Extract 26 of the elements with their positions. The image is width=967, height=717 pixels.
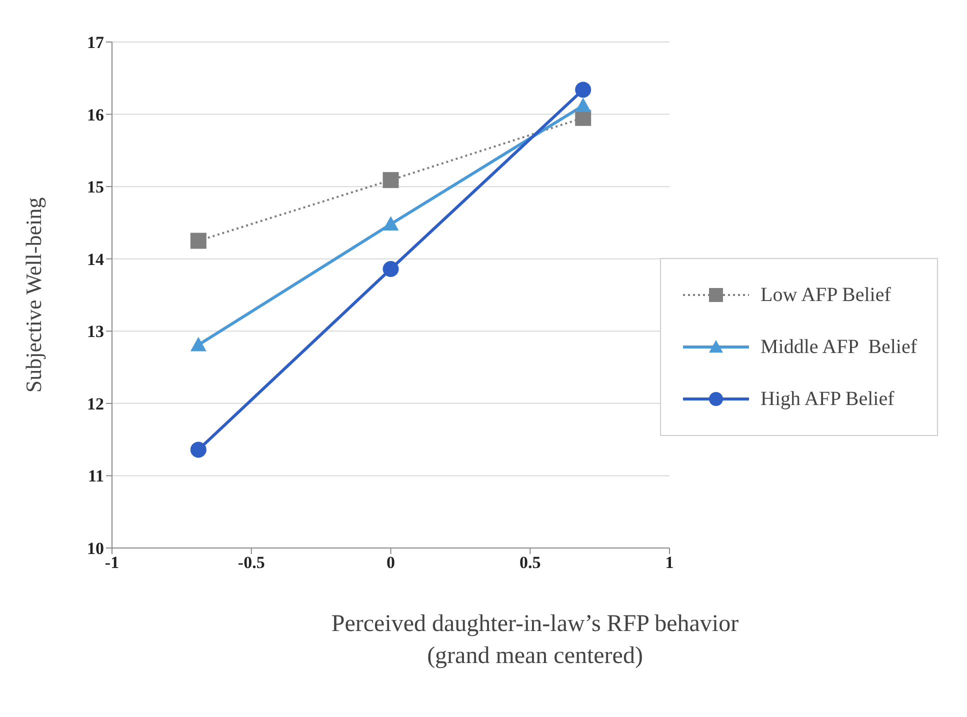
- legend-label: Middle AFP Belief: [760, 336, 917, 358]
- point: [575, 98, 592, 112]
- y-tick-label: 14: [87, 250, 104, 269]
- y-tick-label: 16: [87, 105, 104, 124]
- y-tick-label: 13: [87, 322, 104, 342]
- x-axis-title: Perceived daughter-in-law’s RFP behavior (grand mean centered): [330, 610, 740, 671]
- point: [190, 442, 206, 458]
- point: [190, 232, 206, 249]
- point: [382, 172, 399, 188]
- y-axis-title: Subjective Well-being: [20, 197, 46, 393]
- point: [190, 336, 206, 352]
- y-tick-label: 12: [87, 394, 104, 414]
- point: [575, 82, 592, 98]
- x-tick-label: -1: [104, 553, 120, 572]
- x-tick-label: 1: [665, 553, 674, 572]
- y-tick-label: 15: [87, 178, 104, 197]
- point: [382, 260, 399, 277]
- x-tick-label: -0.5: [238, 553, 265, 572]
- x-tick-label: 0: [386, 553, 396, 572]
- y-tick-label: 17: [87, 33, 104, 52]
- point: [382, 216, 399, 231]
- y-tick-label: 10: [87, 539, 104, 558]
- y-tick-label: 11: [88, 466, 104, 486]
- x-tick-label: 0.5: [520, 553, 541, 572]
- legend-label: Low AFP Belief: [760, 284, 891, 306]
- legend-label: High AFP Belief: [760, 388, 894, 410]
